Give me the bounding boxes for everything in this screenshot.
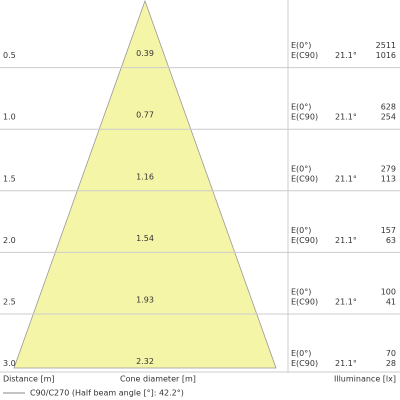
ec90-value: 41 xyxy=(386,298,396,307)
angle: 21.1° xyxy=(335,113,357,122)
distance: 1.0 xyxy=(3,113,16,122)
e0-value: 157 xyxy=(381,226,396,235)
angle: 21.1° xyxy=(335,236,357,245)
angle: 21.1° xyxy=(335,51,357,60)
diameter: 0.77 xyxy=(136,111,154,120)
ec90-label: E(C90) xyxy=(291,113,318,122)
ec90-label: E(C90) xyxy=(291,174,318,183)
e0-label: E(0°) xyxy=(291,226,311,235)
diameter: 1.54 xyxy=(136,234,154,243)
ec90-value: 28 xyxy=(386,359,396,368)
ec90-value: 254 xyxy=(381,113,396,122)
diameter-header: Cone diameter [m] xyxy=(120,375,196,384)
e0-value: 628 xyxy=(381,103,396,112)
ec90-label: E(C90) xyxy=(291,359,318,368)
light-cone xyxy=(13,0,277,369)
e0-label: E(0°) xyxy=(291,103,311,112)
ec90-label: E(C90) xyxy=(291,298,318,307)
diameter: 0.39 xyxy=(136,49,154,58)
distance: 1.5 xyxy=(3,174,16,183)
e0-value: 70 xyxy=(386,349,396,358)
diameter: 1.16 xyxy=(136,172,154,181)
distance-header: Distance [m] xyxy=(3,375,55,384)
ec90-value: 63 xyxy=(386,236,396,245)
e0-label: E(0°) xyxy=(291,288,311,297)
diameter: 2.32 xyxy=(136,357,154,366)
legend-text: C90/C270 (Half beam angle [°]: 42.2°) xyxy=(30,389,184,398)
angle: 21.1° xyxy=(335,174,357,183)
diameter: 1.93 xyxy=(136,296,154,305)
ec90-value: 1016 xyxy=(376,51,396,60)
ec90-label: E(C90) xyxy=(291,51,318,60)
ec90-value: 113 xyxy=(381,174,396,183)
ec90-label: E(C90) xyxy=(291,236,318,245)
angle: 21.1° xyxy=(335,359,357,368)
illuminance-header: Illuminance [lx] xyxy=(334,375,396,384)
distance: 2.5 xyxy=(3,298,16,307)
e0-value: 100 xyxy=(381,288,396,297)
distance: 3.0 xyxy=(3,359,16,368)
e0-label: E(0°) xyxy=(291,41,311,50)
e0-label: E(0°) xyxy=(291,164,311,173)
angle: 21.1° xyxy=(335,298,357,307)
e0-value: 2511 xyxy=(376,41,396,50)
distance: 2.0 xyxy=(3,236,16,245)
e0-value: 279 xyxy=(381,164,396,173)
e0-label: E(0°) xyxy=(291,349,311,358)
distance: 0.5 xyxy=(3,51,16,60)
